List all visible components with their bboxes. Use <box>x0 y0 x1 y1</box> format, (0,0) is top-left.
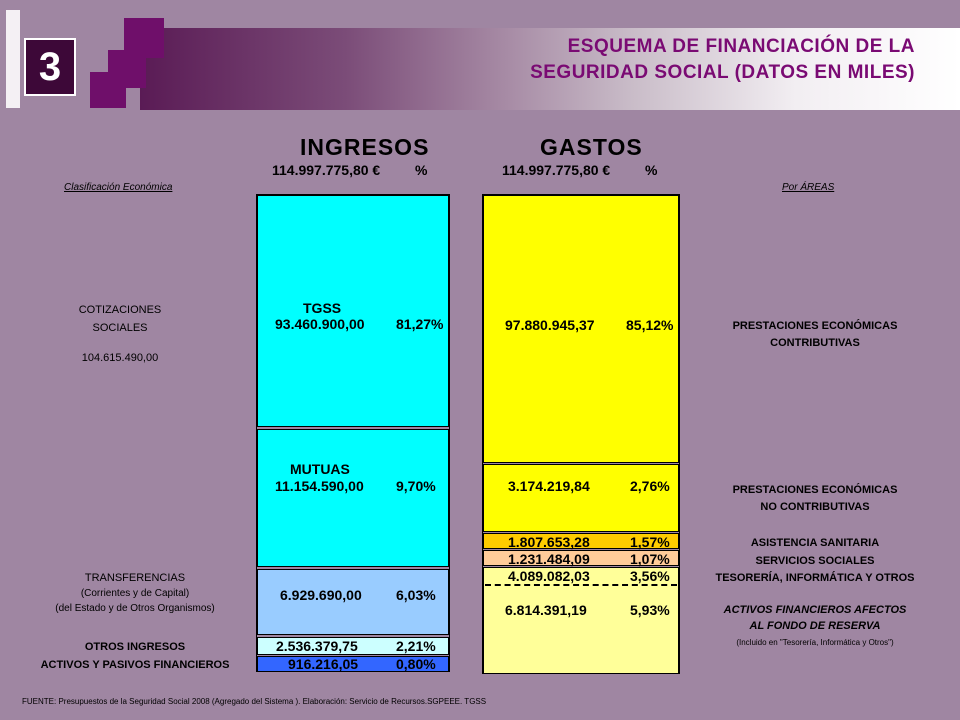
segment-pct-mutuas: 9,70% <box>396 478 436 494</box>
ingresos-segment-transferencias <box>257 569 449 635</box>
segment-value-activos: 916.216,05 <box>288 656 359 672</box>
segment-name-mutuas: MUTUAS <box>290 461 350 477</box>
page-title: ESQUEMA DE FINANCIACIÓN DE LA SEGURIDAD … <box>435 34 915 86</box>
header-white-bar <box>6 10 20 108</box>
segment-pct-otros: 2,21% <box>396 638 436 654</box>
label-activos-fondo-note: (Incluido en "Tesorería, Informática y O… <box>736 638 894 647</box>
label-activos-fondo-line1: ACTIVOS FINANCIEROS AFECTOS <box>723 604 907 616</box>
tesoreria-dashed-divider <box>485 584 677 586</box>
section-badge: 3 <box>24 38 76 96</box>
gastos-value-sociales: 1.231.484,09 <box>508 551 590 567</box>
label-activos-pasivos: ACTIVOS Y PASIVOS FINANCIEROS <box>40 659 230 671</box>
segment-pct-tgss: 81,27% <box>396 316 444 332</box>
label-sanitaria: ASISTENCIA SANITARIA <box>750 537 880 549</box>
label-no-contributivas-line2: NO CONTRIBUTIVAS <box>760 501 870 513</box>
gastos-segment-sociales <box>483 550 679 566</box>
gastos-value-sanitaria: 1.807.653,28 <box>508 534 590 550</box>
ingresos-pct-heading: % <box>415 162 428 178</box>
label-no-contributivas-line1: PRESTACIONES ECONÓMICAS <box>732 484 898 496</box>
label-sociales: SERVICIOS SOCIALES <box>755 555 875 567</box>
segment-value-mutuas: 11.154.590,00 <box>275 478 364 494</box>
gastos-value-tesoreria: 4.089.082,03 <box>508 568 590 584</box>
segment-value-transferencias: 6.929.690,00 <box>280 587 362 603</box>
segment-value-otros: 2.536.379,75 <box>276 638 358 654</box>
label-activos-fondo: ACTIVOS FINANCIEROS AFECTOS AL FONDO DE … <box>700 604 930 647</box>
gastos-segment-sanitaria <box>483 533 679 549</box>
gastos-value-activos-fondo: 6.814.391,19 <box>505 602 587 618</box>
label-contributivas-line2: CONTRIBUTIVAS <box>770 337 860 349</box>
label-transferencias: TRANSFERENCIAS (Corrientes y de Capital)… <box>10 572 260 614</box>
label-activos-fondo-line2: AL FONDO DE RESERVA <box>749 620 881 632</box>
label-cotizaciones: COTIZACIONES SOCIALES 104.615.490,00 <box>60 304 180 364</box>
gastos-pct-activos-fondo: 5,93% <box>630 602 670 618</box>
segment-pct-activos: 0,80% <box>396 656 436 672</box>
label-cotizaciones-line2: SOCIALES <box>92 322 148 334</box>
right-caption: Por ÁREAS <box>782 182 835 193</box>
label-cotizaciones-total: 104.615.490,00 <box>81 352 159 364</box>
gastos-heading: GASTOS <box>540 134 643 160</box>
ingresos-heading: INGRESOS <box>300 134 430 160</box>
left-caption: Clasificación Económica <box>64 182 173 193</box>
deco-square <box>90 72 126 108</box>
gastos-pct-no-contributivas: 2,76% <box>630 478 670 494</box>
gastos-total: 114.997.775,80 € <box>502 162 611 178</box>
gastos-pct-sanitaria: 1,57% <box>630 534 670 550</box>
ingresos-segment-activos <box>257 656 449 672</box>
title-line-1: ESQUEMA DE FINANCIACIÓN DE LA <box>567 36 915 57</box>
gastos-pct-contributivas: 85,12% <box>626 317 674 333</box>
label-cotizaciones-line1: COTIZACIONES <box>78 304 162 316</box>
label-contributivas: PRESTACIONES ECONÓMICAS CONTRIBUTIVAS <box>700 320 930 349</box>
label-no-contributivas: PRESTACIONES ECONÓMICAS NO CONTRIBUTIVAS <box>700 484 930 513</box>
ingresos-segment-mutuas <box>257 429 449 567</box>
segment-pct-transferencias: 6,03% <box>396 587 436 603</box>
segment-value-tgss: 93.460.900,00 <box>275 316 365 332</box>
gastos-pct-tesoreria: 3,56% <box>630 568 670 584</box>
title-line-2: SEGURIDAD SOCIAL (DATOS EN MILES) <box>530 62 915 83</box>
gastos-value-contributivas: 97.880.945,37 <box>505 317 595 333</box>
label-transferencias-line3: (del Estado y de Otros Organismos) <box>55 603 215 614</box>
gastos-pct-heading: % <box>645 162 658 178</box>
gastos-pct-sociales: 1,07% <box>630 551 670 567</box>
header-gradient-band <box>140 28 960 110</box>
gastos-segment-contributivas <box>483 195 679 463</box>
ingresos-segment-tgss <box>257 195 449 427</box>
label-transferencias-line1: TRANSFERENCIAS <box>84 572 186 584</box>
ingresos-total: 114.997.775,80 € <box>272 162 381 178</box>
gastos-segment-no-contributivas <box>483 464 679 532</box>
source-note: FUENTE: Presupuestos de la Seguridad Soc… <box>22 697 487 706</box>
label-otros-ingresos: OTROS INGRESOS <box>84 641 186 653</box>
segment-name-tgss: TGSS <box>303 300 342 316</box>
label-transferencias-line2: (Corrientes y de Capital) <box>80 588 190 599</box>
ingresos-segment-otros <box>257 637 449 655</box>
label-tesoreria: TESORERÍA, INFORMÁTICA Y OTROS <box>715 572 915 584</box>
gastos-value-no-contributivas: 3.174.219,84 <box>508 478 590 494</box>
label-contributivas-line1: PRESTACIONES ECONÓMICAS <box>732 320 898 332</box>
